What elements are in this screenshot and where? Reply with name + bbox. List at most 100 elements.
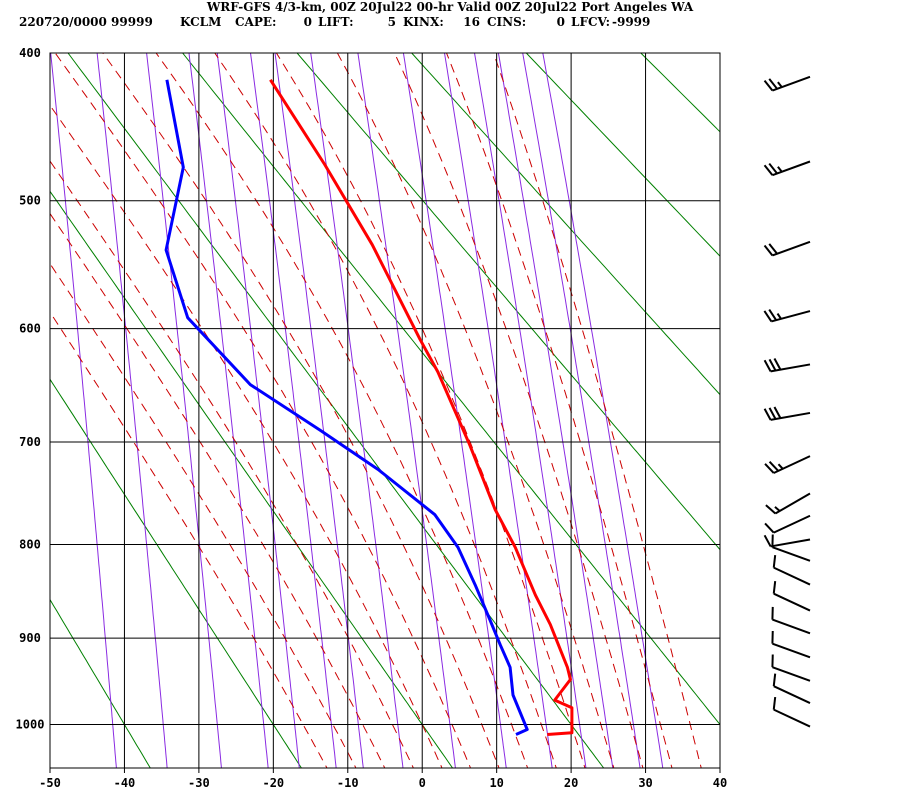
barb-full-flag (772, 696, 777, 710)
barb-staff (772, 666, 811, 682)
y-tick-label: 400 (19, 46, 41, 60)
barb-full-flag (773, 406, 782, 419)
barb-full-flag (768, 162, 778, 175)
mixing-ratio-line (50, 53, 117, 768)
mixing-ratio-line (96, 53, 168, 768)
dewpoint-profile-line (164, 79, 529, 736)
barb-full-flag (763, 310, 773, 322)
mixing-ratio-line (249, 53, 337, 768)
barb-full-flag (763, 408, 772, 421)
x-tick-label: 40 (713, 776, 727, 790)
barb-half-flag (777, 81, 783, 88)
y-tick-label: 700 (19, 435, 41, 449)
wind-barb (763, 160, 811, 177)
moist-adiabat (54, 53, 472, 768)
barb-staff (773, 514, 811, 534)
moist-adiabat (155, 53, 529, 768)
x-tick-label: 30 (638, 776, 652, 790)
wind-barb (763, 406, 811, 421)
dry-adiabat (525, 53, 720, 257)
grid (49, 52, 721, 773)
barb-staff (772, 618, 811, 635)
barb-staff (773, 566, 811, 586)
barb-full-flag (764, 522, 775, 534)
moist-adiabat (336, 53, 615, 768)
wind-barb (763, 240, 811, 257)
wind-barb (763, 358, 811, 373)
wind-barb (772, 696, 811, 728)
lfcv-value: -9999 (612, 15, 650, 29)
x-tick-label: 20 (564, 776, 578, 790)
moist-adiabat (445, 53, 673, 768)
barb-full-flag (764, 463, 775, 474)
mixing-ratio-line (443, 53, 553, 768)
barb-full-flag (773, 358, 782, 371)
x-tick-label: -20 (262, 776, 284, 790)
cins-value: 0 (557, 15, 565, 29)
mixing-ratio-line (357, 53, 456, 768)
barb-half-flag (776, 313, 782, 320)
x-tick-label: -30 (188, 776, 210, 790)
barb-full-flag (763, 534, 772, 547)
dry-adiabat (50, 598, 151, 768)
barb-staff (773, 708, 811, 728)
cins-label: CINS: (487, 15, 526, 29)
wind-barb (771, 654, 811, 682)
moist-adiabat (492, 53, 702, 768)
barb-full-flag (772, 554, 777, 568)
station-id: KCLM (180, 15, 221, 29)
barb-staff (772, 160, 811, 177)
profiles (164, 78, 574, 736)
barb-staff (770, 411, 811, 421)
barb-full-flag (768, 243, 778, 255)
dry-adiabat (181, 53, 720, 726)
y-tick-label: 900 (19, 631, 41, 645)
dry-adiabat (0, 37, 2, 774)
kinx-value: 16 (463, 15, 480, 29)
y-tick-label: 500 (19, 194, 41, 208)
dry-adiabat (50, 190, 454, 768)
wind-barb (771, 630, 811, 659)
y-tick-label: 600 (19, 322, 41, 336)
mixing-ratio-line (522, 53, 641, 768)
barb-full-flag (763, 359, 772, 372)
dry-adiabat (296, 53, 720, 551)
moist-adiabat (50, 311, 328, 768)
mixing-ratio-line (188, 53, 269, 768)
lift-label: LIFT: (318, 15, 354, 29)
barb-full-flag (768, 358, 777, 371)
x-tick-label: 10 (489, 776, 503, 790)
x-tick-label: -40 (114, 776, 136, 790)
x-tick-label: -10 (337, 776, 359, 790)
wind-barb (772, 673, 811, 704)
x-tick-label: -50 (39, 776, 61, 790)
mixing-ratio-line (310, 53, 404, 768)
moist-adiabat (214, 53, 557, 768)
barb-staff (770, 363, 811, 373)
y-tick-label: 800 (19, 537, 41, 551)
barb-staff (771, 310, 811, 323)
mixing-ratio-line (473, 53, 587, 768)
plot-frame (49, 52, 721, 769)
barb-full-flag (768, 461, 780, 472)
barb-full-flag (772, 673, 777, 687)
barb-half-flag (777, 166, 783, 173)
wind-barb (772, 580, 811, 612)
cape-value: 0 (304, 15, 312, 29)
moist-adiabat (50, 212, 386, 768)
mixing-ratio-line (497, 53, 614, 768)
barb-staff (772, 240, 811, 257)
wind-barb (772, 554, 811, 586)
barb-staff (773, 455, 811, 474)
barb-full-flag (768, 407, 777, 420)
barb-full-flag (772, 580, 777, 594)
wind-barb (763, 309, 811, 323)
y-tick-label: 1000 (16, 718, 45, 732)
barb-full-flag (768, 309, 778, 321)
temperature-profile-line (269, 78, 574, 736)
barb-full-flag (763, 79, 774, 92)
chart-title: WRF-GFS 4/3-km, 00Z 20Jul22 00-hr Valid … (206, 0, 694, 14)
mixing-ratio-line (216, 53, 300, 768)
kinx-label: KINX: (403, 15, 444, 29)
